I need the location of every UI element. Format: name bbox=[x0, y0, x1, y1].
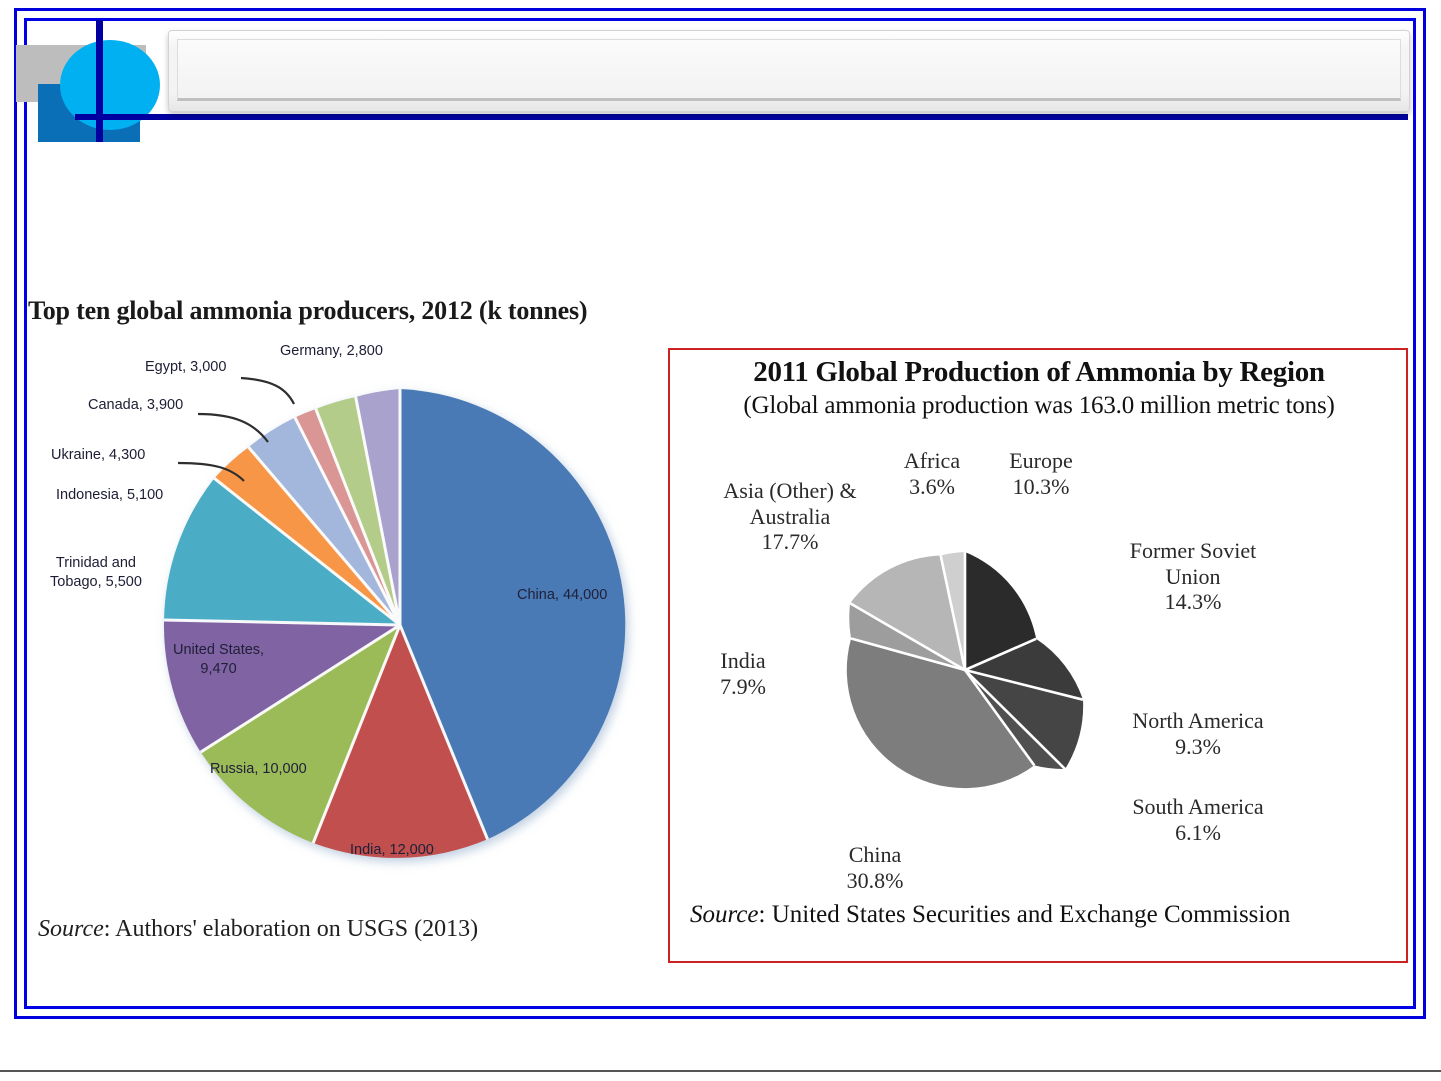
right-label-europe-line1: Europe bbox=[1009, 448, 1073, 473]
slide-title-placeholder[interactable] bbox=[168, 30, 1410, 112]
right-label-asia-line1: Asia (Other) & bbox=[723, 478, 857, 503]
left-label-us-line2: 9,470 bbox=[200, 660, 237, 677]
left-pie-label-china: China, 44,000 bbox=[517, 586, 607, 605]
right-pie-label-india: India 7.9% bbox=[688, 648, 798, 699]
right-label-europe-line2: 10.3% bbox=[1012, 473, 1070, 499]
left-figure: Top ten global ammonia producers, 2012 (… bbox=[28, 296, 658, 976]
right-label-china-line1: China bbox=[848, 842, 902, 867]
left-label-indonesia-line1: Indonesia, 5,100 bbox=[56, 487, 164, 503]
right-chart-subtitle: (Global ammonia production was 163.0 mil… bbox=[743, 392, 1335, 419]
right-pie-chart bbox=[846, 552, 1084, 789]
left-label-trinidad-line2: Tobago, 5,500 bbox=[50, 573, 142, 590]
right-label-fsu-line1: Former Soviet bbox=[1129, 538, 1257, 563]
right-label-asia-line2: Australia bbox=[749, 503, 831, 529]
left-source-label: Source bbox=[38, 916, 104, 942]
right-label-africa-line2: 3.6% bbox=[909, 473, 955, 499]
right-label-china-line2: 30.8% bbox=[846, 867, 904, 893]
left-label-ukraine-line1: Ukraine, 4,300 bbox=[51, 447, 146, 463]
slide-title-placeholder-inner[interactable] bbox=[177, 39, 1401, 101]
bottom-rule bbox=[0, 1070, 1441, 1072]
left-label-trinidad-line1: Trinidad and bbox=[55, 555, 136, 571]
left-pie-label-germany: Germany, 2,800 bbox=[280, 342, 383, 361]
left-label-china-line1: China, 44,000 bbox=[517, 587, 608, 603]
left-pie-label-egypt: Egypt, 3,000 bbox=[145, 358, 226, 377]
right-source-text: : United States Securities and Exchange … bbox=[758, 901, 1291, 928]
right-label-sa-line2: 6.1% bbox=[1175, 819, 1221, 845]
left-pie-label-russia: Russia, 10,000 bbox=[210, 760, 307, 779]
left-label-russia-line1: Russia, 10,000 bbox=[210, 761, 307, 777]
left-pie-label-india: India, 12,000 bbox=[350, 841, 434, 860]
right-label-africa-line1: Africa bbox=[903, 448, 961, 473]
right-pie-label-south-america: South America 6.1% bbox=[1098, 794, 1298, 845]
slide-border-outer bbox=[14, 8, 1426, 1019]
right-pie-label-china: China 30.8% bbox=[815, 842, 935, 893]
left-pie-label-trinidad: Trinidad and Tobago, 5,500 bbox=[50, 554, 142, 591]
left-chart-title: Top ten global ammonia producers, 2012 (… bbox=[28, 296, 588, 325]
left-pie-label-ukraine: Ukraine, 4,300 bbox=[51, 446, 145, 465]
right-pie-label-former-soviet-union: Former Soviet Union 14.3% bbox=[1098, 538, 1288, 615]
left-chart-source: Source: Authors' elaboration on USGS (20… bbox=[38, 916, 478, 943]
header-vertical-rule bbox=[96, 20, 103, 142]
left-label-india-line1: India, 12,000 bbox=[350, 842, 434, 858]
right-pie-label-europe: Europe 10.3% bbox=[986, 448, 1096, 499]
left-pie-label-united-states: United States, 9,470 bbox=[173, 641, 264, 678]
right-label-sa-line1: South America bbox=[1132, 794, 1264, 819]
right-chart-title: 2011 Global Production of Ammonia by Reg… bbox=[753, 356, 1325, 388]
right-label-india-line1: India bbox=[720, 648, 766, 673]
right-label-asia-line3: 17.7% bbox=[761, 529, 819, 555]
right-label-na-line2: 9.3% bbox=[1175, 733, 1221, 759]
left-pie-chart bbox=[163, 389, 626, 858]
right-label-na-line1: North America bbox=[1132, 708, 1264, 733]
right-label-india-line2: 7.9% bbox=[720, 673, 766, 699]
right-label-fsu-line2: Union bbox=[1165, 563, 1221, 589]
left-label-germany-line1: Germany, 2,800 bbox=[280, 343, 383, 359]
header-horizontal-rule bbox=[75, 114, 1408, 120]
left-pie-label-canada: Canada, 3,900 bbox=[88, 396, 183, 415]
right-chart-source: Source: United States Securities and Exc… bbox=[690, 901, 1290, 929]
right-label-fsu-line3: 14.3% bbox=[1164, 589, 1222, 615]
slide-border-inner bbox=[24, 18, 1416, 1009]
left-pie-label-indonesia: Indonesia, 5,100 bbox=[56, 486, 163, 505]
left-source-text: : Authors' elaboration on USGS (2013) bbox=[103, 916, 479, 942]
right-pie-label-asia-australia: Asia (Other) & Australia 17.7% bbox=[690, 478, 890, 555]
right-figure: 2011 Global Production of Ammonia by Reg… bbox=[668, 348, 1408, 963]
right-pie-label-africa: Africa 3.6% bbox=[880, 448, 984, 499]
left-label-us-line1: United States, bbox=[173, 642, 265, 658]
left-label-canada-line1: Canada, 3,900 bbox=[88, 397, 184, 413]
right-pie-label-north-america: North America 9.3% bbox=[1098, 708, 1298, 759]
right-source-label: Source bbox=[690, 901, 759, 928]
left-label-egypt-line1: Egypt, 3,000 bbox=[145, 359, 227, 375]
